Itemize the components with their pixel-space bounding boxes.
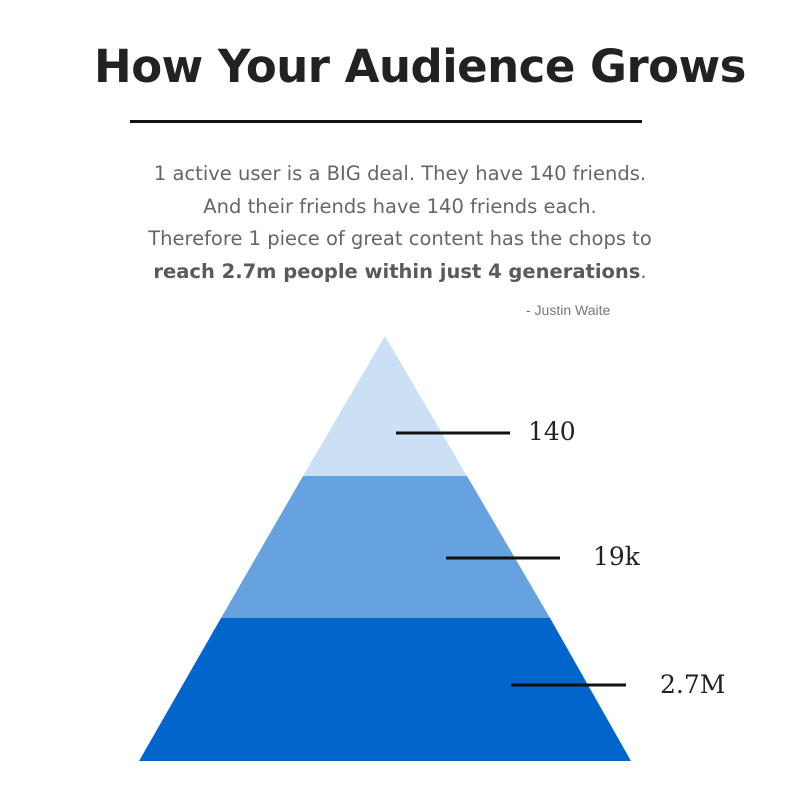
quote-line-1: 1 active user is a BIG deal. They have 1…: [153, 162, 647, 185]
tier-2-19k: [221, 476, 550, 618]
page-title: How Your Audience Grows: [94, 40, 746, 93]
quote-line-4: reach 2.7m people within just 4 generati…: [153, 259, 647, 283]
attribution: - Justin Waite: [526, 302, 611, 318]
tier-3-2-7m: [139, 618, 631, 761]
quote-line-3: Therefore 1 piece of great content has t…: [148, 227, 652, 250]
quote-emphasis: reach 2.7m people within just 4 generati…: [153, 259, 641, 283]
quote-line-2: And their friends have 140 friends each.: [203, 194, 597, 218]
tier-label-140: 140: [528, 417, 576, 446]
title-underline: [130, 120, 642, 123]
tier-label-19k: 19k: [593, 542, 640, 571]
tier-1-140: [303, 336, 467, 476]
tier-label-2-7m: 2.7M: [660, 670, 726, 699]
quote-text: 1 active user is a BIG deal. They have 1…: [0, 158, 800, 288]
